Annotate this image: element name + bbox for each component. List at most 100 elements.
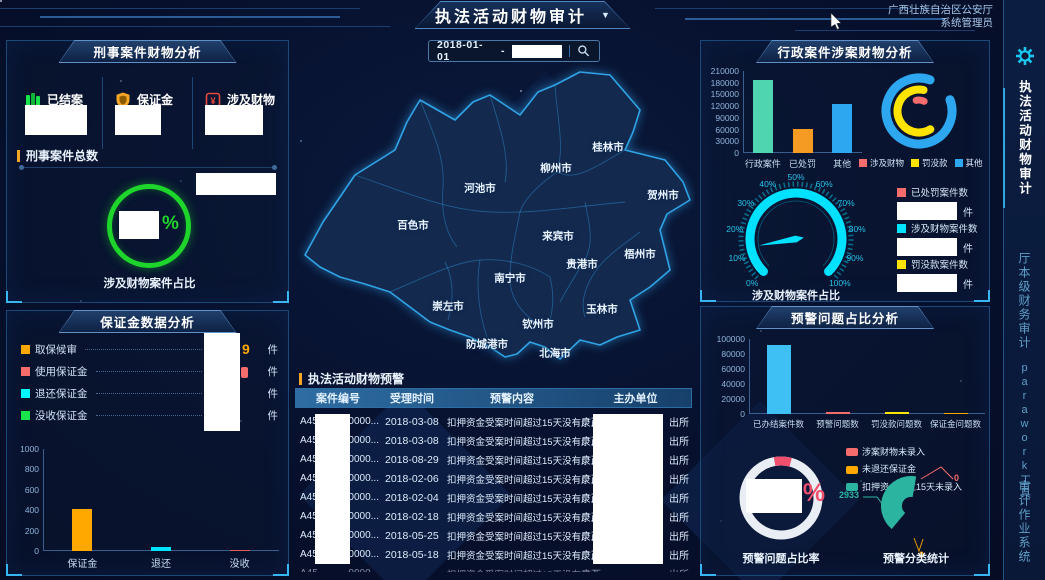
- legend-swatch: [911, 159, 920, 167]
- sidebar-item-0[interactable]: 执法活动财物审计: [1017, 80, 1031, 196]
- bar-segment: [832, 104, 853, 153]
- gauge-tick-label: 40%: [759, 178, 777, 189]
- topbar-line: [0, 8, 360, 9]
- donut-caption: 预警问题占比率: [742, 553, 820, 565]
- stat-label: 已结案: [47, 93, 84, 107]
- cell-date: 2018-05-18: [385, 548, 439, 561]
- panel-title: 预警问题占比分析: [790, 312, 899, 326]
- org-name: 广西壮族自治区公安厅: [888, 4, 993, 16]
- sidebar-item-3[interactable]: 审计作业系统: [1017, 480, 1031, 564]
- legend-label: 罚没款案件数: [911, 260, 969, 271]
- cell-warning-content: 扣押资金受案时间超过15天没有录入: [447, 455, 601, 467]
- map-label-贵港市: 贵港市: [566, 258, 598, 271]
- y-tick-label: 0: [734, 148, 739, 158]
- cell-case-number: A450000...: [295, 568, 379, 572]
- stat-label: 涉及财物: [227, 93, 276, 107]
- y-tick-label: 60000: [721, 364, 745, 374]
- search-icon[interactable]: [577, 44, 591, 58]
- map-city-labels: 河池市 柳州市 桂林市 贺州市 百色市 来宾市 梧州市 贵港市 南宁市 玉林市 崇左市 钦州市 防城港市…: [295, 62, 695, 372]
- table-row[interactable]: A45 0000... 2018-08-29 扣押资金受案时间超过15天没有录入 广西出…: [295, 450, 692, 469]
- date-range-picker[interactable]: 2018-01-01 -: [428, 39, 600, 63]
- map-label-钦州市: 钦州市: [522, 318, 554, 331]
- pie-value-teal: 2933: [838, 490, 859, 500]
- bar-segment: [766, 345, 791, 414]
- criminal-donut-chart[interactable]: [107, 184, 191, 268]
- map-label-玉林市: 玉林市: [586, 303, 618, 316]
- table-row[interactable]: A45 0000... 2018-02-06 扣押资金受案时间超过15天没有录入 广西出…: [295, 469, 692, 488]
- stat-header: 已结案: [25, 91, 102, 108]
- pie-legend-item: 未退还保证金: [846, 461, 916, 478]
- cell-warning-content: 扣押资金受案时间超过15天没有录入: [447, 512, 601, 524]
- gauge-chart[interactable]: 0% 10% 20% 30% 40% 50% 60% 70% 80% 90% 100%: [701, 169, 891, 303]
- legend-label: 其他: [965, 158, 983, 168]
- x-tick-label: 预警问题数: [816, 419, 859, 429]
- table-row[interactable]: A45 0000... 2018-03-08 扣押资金受案时间超过15天没有录入 广西出…: [295, 412, 692, 431]
- warning-pie-chart[interactable]: [859, 453, 964, 558]
- redacted-value: [746, 479, 802, 513]
- cell-date: 2018-02-04: [385, 491, 439, 504]
- legend-label: 未退还保证金: [862, 464, 917, 474]
- redacted-value: [204, 333, 240, 431]
- y-tick-label: 180000: [710, 77, 739, 88]
- y-tick-label: 200: [24, 525, 39, 536]
- topbar-line: [685, 18, 945, 20]
- cell-org: 广西出所: [581, 532, 689, 543]
- table-row[interactable]: A45 0000... 2018-02-04 扣押资金受案时间超过15天没有录入 广西出…: [295, 488, 692, 507]
- table-row[interactable]: A45 0000... 2018-05-18 扣押资金受案时间超过15天没有录入 广西出…: [295, 545, 692, 564]
- ring-legend-item: 罚没款: [911, 157, 948, 169]
- admin-bar-chart[interactable]: 0 30000 60000 90000 120000 150000 180000 210000…: [703, 66, 868, 171]
- warning-donut-chart[interactable]: [735, 452, 827, 544]
- y-tick-label: 600: [24, 484, 39, 495]
- criminal-panel: 刑事案件财物分析 已结案 保证金 ¥ 涉及财物 刑事案件总数 % 涉及财物案件占比: [6, 40, 289, 303]
- stat-label: 保证金: [137, 93, 174, 107]
- ring-legend-item: 涉及财物: [859, 157, 904, 169]
- pie-value-pink: 0: [954, 473, 960, 483]
- cell-date: 2018-03-08: [385, 415, 439, 428]
- cell-warning-content: 扣押资金受案时间超过15天没有录入: [447, 417, 601, 429]
- table-row[interactable]: A45 0000... 2018-03-08 扣押资金受案时间超过15天没有录入 广西出…: [295, 431, 692, 450]
- chevron-down-icon[interactable]: ▼: [601, 10, 610, 20]
- redacted-value: [196, 173, 276, 195]
- sidebar-item-1[interactable]: 厅本级财务审计: [1017, 252, 1031, 350]
- deposit-bar-chart[interactable]: 0 200 400 600 800 1000 保证金 退还 没收: [9, 444, 285, 571]
- map-label-梧州市: 梧州市: [624, 248, 656, 261]
- table-row[interactable]: A45 0000... 2018-05-25 扣押资金受案时间超过15天没有录入 广西出…: [295, 526, 692, 545]
- topbar-line: [40, 16, 340, 18]
- table-rows: A45 0000... 2018-03-08 扣押资金受案时间超过15天没有录入广西出…: [295, 412, 692, 573]
- pie-caption: 预警分类统计: [883, 553, 949, 565]
- y-tick-label: 30000: [715, 136, 739, 147]
- warning-bar-chart[interactable]: 0 20000 40000 60000 80000 100000 已办结案件数 预警问题数 罚没…: [703, 334, 991, 431]
- y-tick-label: 0: [740, 409, 745, 419]
- right-sidebar: 执法活动财物审计厅本级财务审计 parawork工具 审计作业系统: [1003, 0, 1045, 580]
- gear-icon[interactable]: [1015, 46, 1035, 66]
- x-tick-label: 保证金: [67, 559, 98, 570]
- admin-ring-chart[interactable]: [867, 59, 971, 163]
- legend-swatch: [954, 159, 963, 167]
- legend-label: 涉及财物: [870, 158, 905, 168]
- redacted-end-date: [511, 44, 563, 58]
- legend-label: 罚没款: [922, 158, 948, 168]
- table-row[interactable]: A45 0000... 2018-02-18 扣押资金受案时间超过15天没有录入 广西出…: [295, 507, 692, 526]
- bar-segment: [752, 79, 773, 153]
- column-header: 预警内容: [490, 393, 534, 405]
- bar-segment: [943, 412, 968, 414]
- legend-label: 退还保证金: [35, 387, 88, 400]
- topbar-line: [0, 26, 390, 27]
- visible-digit-fragment: [241, 367, 248, 378]
- user-name[interactable]: 系统管理员: [940, 17, 994, 29]
- donut-caption: 涉及财物案件占比: [103, 278, 196, 290]
- shield-icon: [116, 92, 130, 108]
- leader-line: [95, 370, 202, 372]
- stat-cell-2: ¥ 涉及财物: [192, 77, 282, 149]
- pie-value-orange: 0: [919, 550, 925, 560]
- gauge-tick-label: 50%: [787, 172, 805, 182]
- sidebar-item-2[interactable]: parawork工具: [1018, 362, 1031, 500]
- guangxi-map[interactable]: [295, 62, 695, 372]
- legend-swatch: [21, 388, 30, 398]
- unit-label: 件: [267, 365, 279, 378]
- y-tick-label: 40000: [721, 379, 745, 389]
- unit-label: 件: [963, 279, 973, 291]
